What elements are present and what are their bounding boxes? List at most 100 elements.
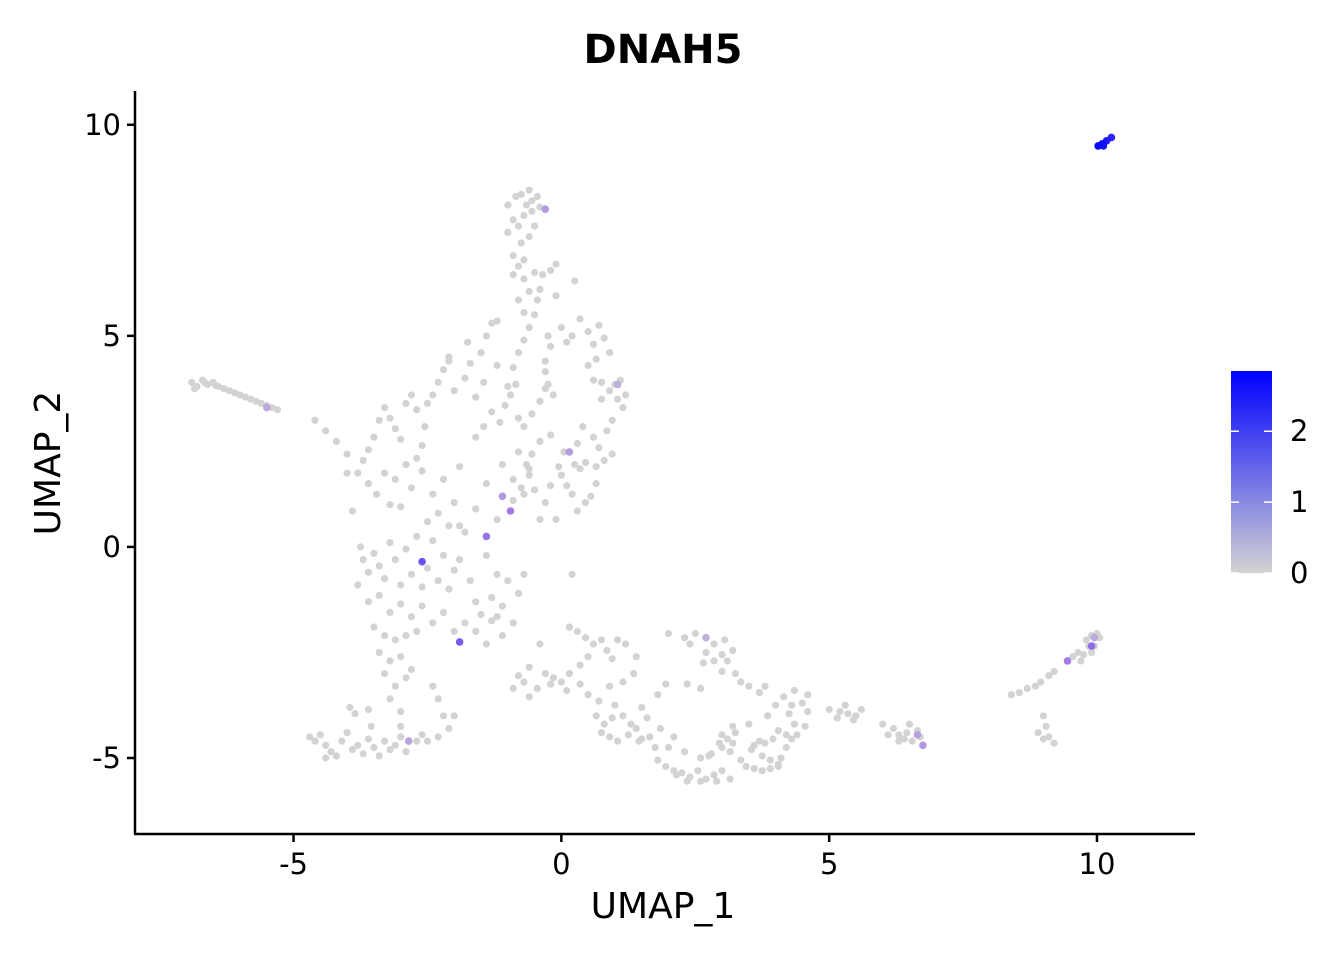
cell-point xyxy=(681,748,689,756)
cell-point xyxy=(764,712,772,720)
cell-point xyxy=(480,378,488,386)
cell-point xyxy=(346,703,354,712)
cell-point xyxy=(407,484,415,492)
cell-point xyxy=(517,239,525,247)
cell-point xyxy=(220,385,228,393)
cell-point xyxy=(520,275,528,283)
cell-point xyxy=(729,646,737,655)
cell-point xyxy=(386,539,394,547)
cell-point xyxy=(573,507,582,515)
cell-point xyxy=(908,737,916,745)
cell-point xyxy=(879,720,887,728)
cell-point xyxy=(782,731,790,739)
cell-point xyxy=(488,408,496,416)
cell-point xyxy=(755,737,764,745)
cell-point xyxy=(841,701,849,709)
cell-point xyxy=(723,657,732,665)
legend-tick-label: 2 xyxy=(1290,414,1308,448)
cell-point xyxy=(606,733,614,741)
cell-point xyxy=(450,387,458,395)
cell-point xyxy=(188,378,196,386)
cell-point xyxy=(439,475,448,483)
cell-point xyxy=(624,731,632,739)
cell-point xyxy=(525,663,533,671)
cell-point xyxy=(710,657,718,665)
cell-point xyxy=(466,359,474,367)
x-tick-label: 5 xyxy=(820,847,838,881)
cell-point xyxy=(597,395,606,403)
cell-point xyxy=(584,653,592,661)
cell-point xyxy=(461,528,469,536)
cell-point xyxy=(520,423,528,431)
cell-point xyxy=(418,467,426,475)
cell-point xyxy=(608,714,616,722)
cell-point xyxy=(603,427,611,435)
cell-point xyxy=(536,515,544,524)
cell-point xyxy=(397,435,405,443)
cell-point xyxy=(654,756,662,764)
cell-point xyxy=(397,733,405,741)
cell-point xyxy=(514,222,523,230)
cell-point xyxy=(493,613,501,621)
cell-point xyxy=(664,743,673,752)
cell-point xyxy=(525,323,533,331)
cell-point xyxy=(364,705,373,714)
cell-point xyxy=(477,349,485,357)
cell-point xyxy=(373,490,381,498)
cell-point xyxy=(381,737,389,745)
expressing-cell-point xyxy=(913,731,922,739)
cell-point xyxy=(423,518,432,526)
cell-point xyxy=(592,463,600,471)
cell-point xyxy=(568,570,576,579)
cell-point xyxy=(370,549,378,557)
cell-point xyxy=(509,271,517,279)
cell-point xyxy=(1015,689,1023,697)
expressing-cell-point xyxy=(263,403,271,412)
cell-point xyxy=(514,448,523,456)
cell-point xyxy=(407,570,415,579)
cell-point xyxy=(544,332,552,340)
cell-point xyxy=(705,752,713,760)
cell-point xyxy=(683,777,691,785)
cell-point xyxy=(758,767,766,775)
cell-point xyxy=(782,743,790,752)
cell-point xyxy=(563,482,571,490)
cell-point xyxy=(386,695,394,703)
cell-point xyxy=(662,762,670,771)
cell-point xyxy=(434,509,442,517)
y-axis-title: UMAP_2 xyxy=(28,391,69,536)
cell-point xyxy=(514,589,523,598)
cell-point xyxy=(777,754,785,762)
cell-point xyxy=(670,733,678,741)
cell-point xyxy=(547,482,555,490)
cell-point xyxy=(686,640,694,648)
cell-point xyxy=(780,693,788,701)
cell-point xyxy=(480,423,488,431)
cell-point xyxy=(322,427,330,435)
cell-point xyxy=(517,484,525,492)
cell-point xyxy=(268,404,276,412)
cell-point xyxy=(370,623,378,631)
cell-point xyxy=(514,349,523,357)
cell-point xyxy=(413,454,421,462)
cell-point xyxy=(201,379,209,387)
cell-point xyxy=(520,570,528,579)
cell-point xyxy=(579,423,587,431)
cell-point xyxy=(359,456,367,464)
cell-point xyxy=(514,296,523,304)
cell-point xyxy=(327,748,335,756)
cell-point xyxy=(509,363,517,372)
cell-point xyxy=(729,739,737,747)
cell-point xyxy=(547,680,555,688)
cell-point xyxy=(557,678,566,686)
cell-point xyxy=(472,393,480,401)
cell-point xyxy=(614,636,622,644)
cell-point xyxy=(456,463,464,471)
cell-point xyxy=(496,418,504,426)
x-tick-label: 0 xyxy=(552,847,570,881)
cell-point xyxy=(391,556,399,564)
cell-point xyxy=(557,471,566,479)
cell-point xyxy=(413,627,421,636)
cell-point xyxy=(370,433,378,441)
cell-point xyxy=(547,342,555,350)
